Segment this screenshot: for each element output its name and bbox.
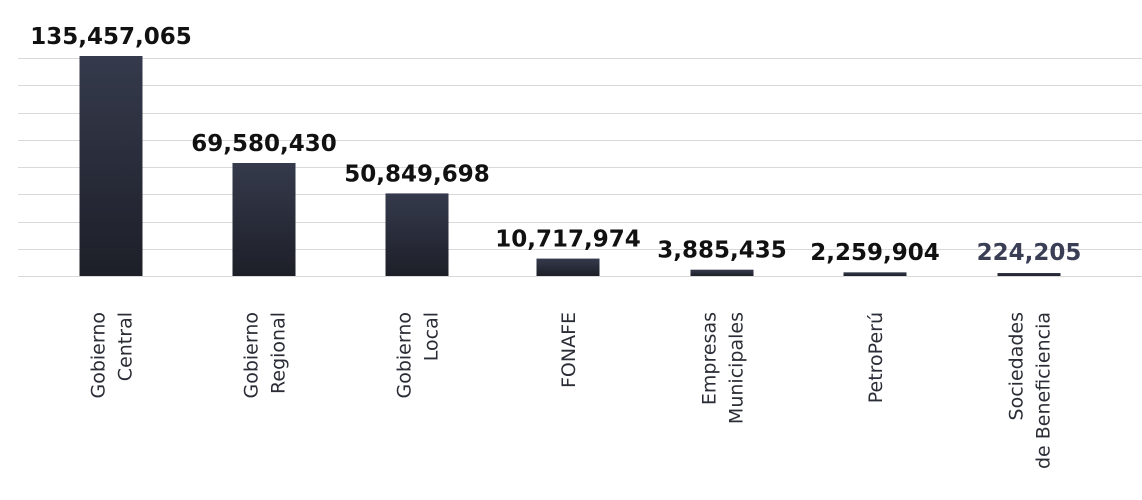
category-label: Gobierno Local: [394, 312, 443, 399]
category-label-line: Empresas: [699, 312, 721, 405]
data-labels: 135,457,065 69,580,430 50,849,698 10,717,97…: [30, 24, 1081, 266]
data-label: 69,580,430: [191, 131, 337, 157]
bar: [232, 162, 296, 276]
data-label: 2,259,904: [810, 240, 940, 266]
category-label-line: de Beneficiencia: [1033, 312, 1055, 469]
data-label: 224,205: [977, 240, 1082, 266]
data-label: 50,849,698: [344, 161, 490, 187]
category-label-line: Sociedades: [1006, 312, 1028, 420]
category-label-line: Municipales: [726, 312, 748, 424]
bars: [79, 56, 1061, 276]
data-label: 3,885,435: [657, 238, 787, 264]
category-label-line: Gobierno: [394, 312, 416, 399]
category-label-line: PetroPerú: [865, 312, 887, 403]
category-label: Gobierno Regional: [241, 312, 290, 399]
category-label: Gobierno Central: [88, 312, 137, 399]
data-label: 135,457,065: [30, 24, 192, 50]
category-label-line: Local: [421, 312, 443, 361]
bar: [843, 272, 907, 276]
data-label: 10,717,974: [495, 227, 641, 253]
category-label-line: Central: [115, 312, 137, 381]
bar: [997, 273, 1061, 276]
category-label: PetroPerú: [865, 312, 887, 403]
category-label-line: FONAFE: [558, 312, 580, 388]
gridlines: [18, 58, 1142, 277]
bar: [690, 269, 754, 276]
bar: [536, 258, 600, 276]
bar: [79, 56, 143, 276]
category-label-line: Gobierno: [241, 312, 263, 399]
category-label-line: Gobierno: [88, 312, 110, 399]
category-label-line: Regional: [268, 312, 290, 394]
bar: [385, 193, 449, 276]
category-label: FONAFE: [558, 312, 580, 388]
category-label: Empresas Municipales: [699, 312, 748, 424]
category-label: Sociedades de Beneficiencia: [1006, 312, 1055, 469]
category-labels: Gobierno Central Gobierno Regional Gobierno L…: [88, 312, 1055, 469]
